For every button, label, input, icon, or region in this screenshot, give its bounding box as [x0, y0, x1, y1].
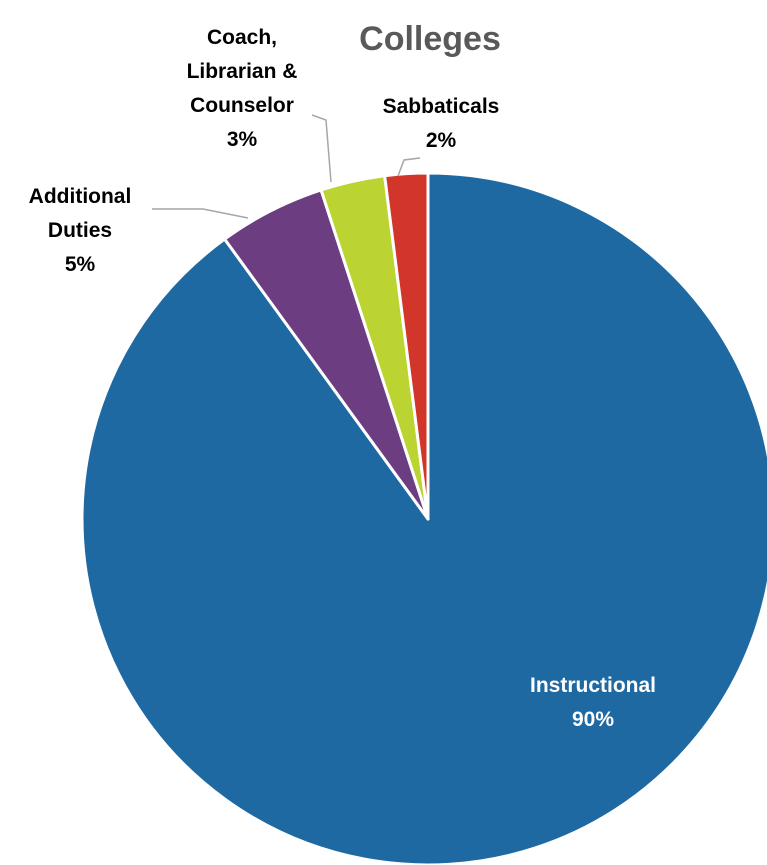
data-label-category: Sabbaticals: [383, 95, 500, 118]
data-label-percent: 90%: [572, 708, 614, 731]
data-label: Coach, Librarian & Counselor 3%: [187, 26, 298, 151]
data-label-category: Duties: [48, 219, 112, 242]
leader-line: [311, 114, 332, 183]
data-label-category: Additional: [29, 185, 132, 208]
data-label-category: Counselor: [190, 94, 294, 117]
data-label-percent: 2%: [426, 129, 457, 152]
data-label: Additional Duties 5%: [29, 185, 132, 276]
data-label-percent: 3%: [227, 128, 258, 151]
data-label-percent: 5%: [65, 253, 96, 276]
leader-lines: [152, 114, 421, 219]
leader-line: [152, 208, 249, 219]
pie-slice-instructional: [80, 171, 767, 865]
chart-title: Colleges: [359, 20, 501, 58]
pie-slices: [80, 171, 767, 865]
data-label-category: Coach,: [207, 26, 277, 49]
slice-labels: Instructional 90% Additional Duties 5% Coach,…: [29, 26, 656, 731]
data-label: Sabbaticals 2%: [383, 95, 500, 152]
data-label: Instructional 90%: [530, 674, 656, 731]
leader-line: [397, 157, 421, 177]
pie-slice-sabbaticals: [383, 171, 430, 521]
data-label-category: Instructional: [530, 674, 656, 697]
data-label-category: Librarian &: [187, 60, 298, 83]
